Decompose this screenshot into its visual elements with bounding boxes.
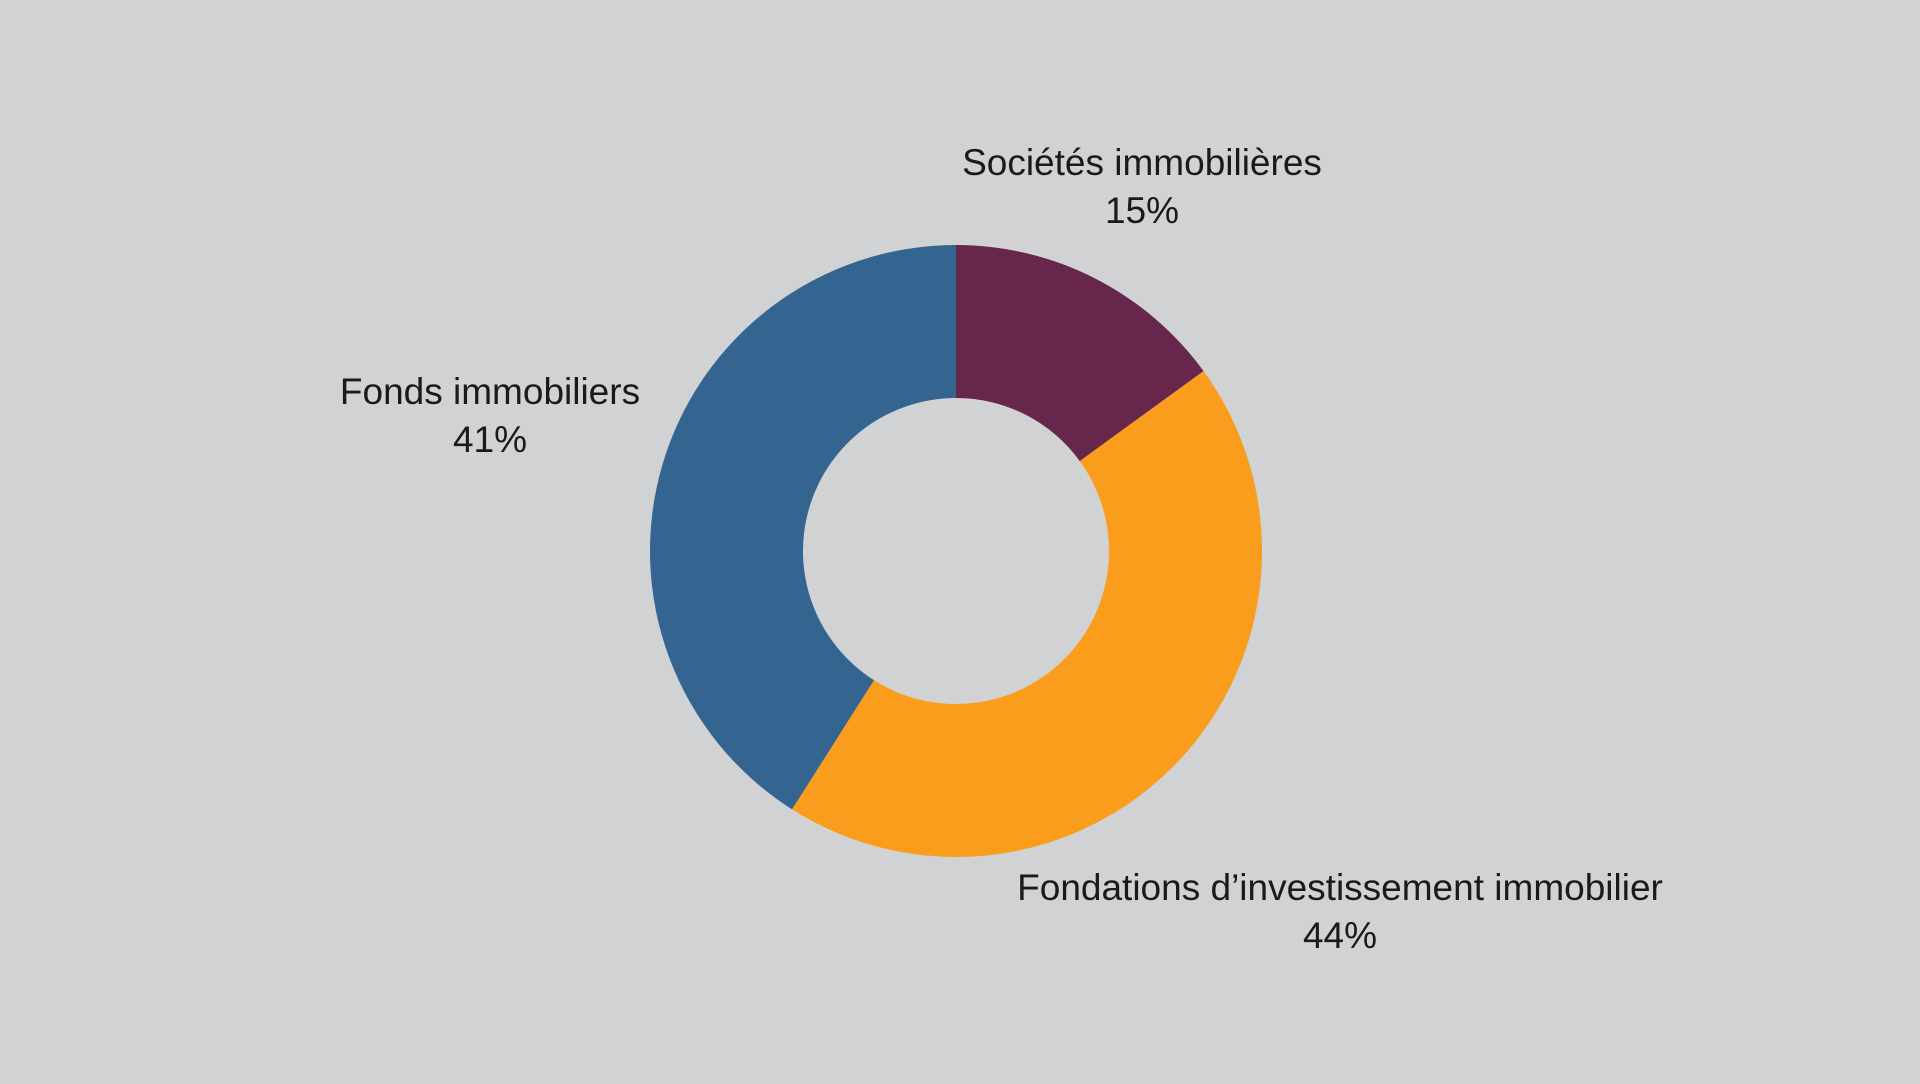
slice-label-value: 15%: [1104, 190, 1180, 231]
slice-label-name: Fonds immobiliers: [339, 371, 641, 412]
slice-label-name: Fondations d’investissement immobilier: [1017, 867, 1663, 908]
slice-societes-immobilieres: [956, 245, 1204, 462]
slice-label-fonds-immobiliers: Fonds immobiliers 41%: [290, 368, 690, 464]
slice-label-value: 44%: [1302, 915, 1378, 956]
slice-label-value: 41%: [452, 419, 528, 460]
slice-fondations-d-investissement-immobilier: [792, 371, 1262, 857]
slice-label-fondations-investissement: Fondations d’investissement immobilier 4…: [990, 864, 1690, 960]
slice-label-societes-immobilieres: Sociétés immobilières 15%: [942, 139, 1342, 235]
slice-fonds-immobiliers: [650, 245, 956, 810]
slice-label-name: Sociétés immobilières: [962, 142, 1322, 183]
